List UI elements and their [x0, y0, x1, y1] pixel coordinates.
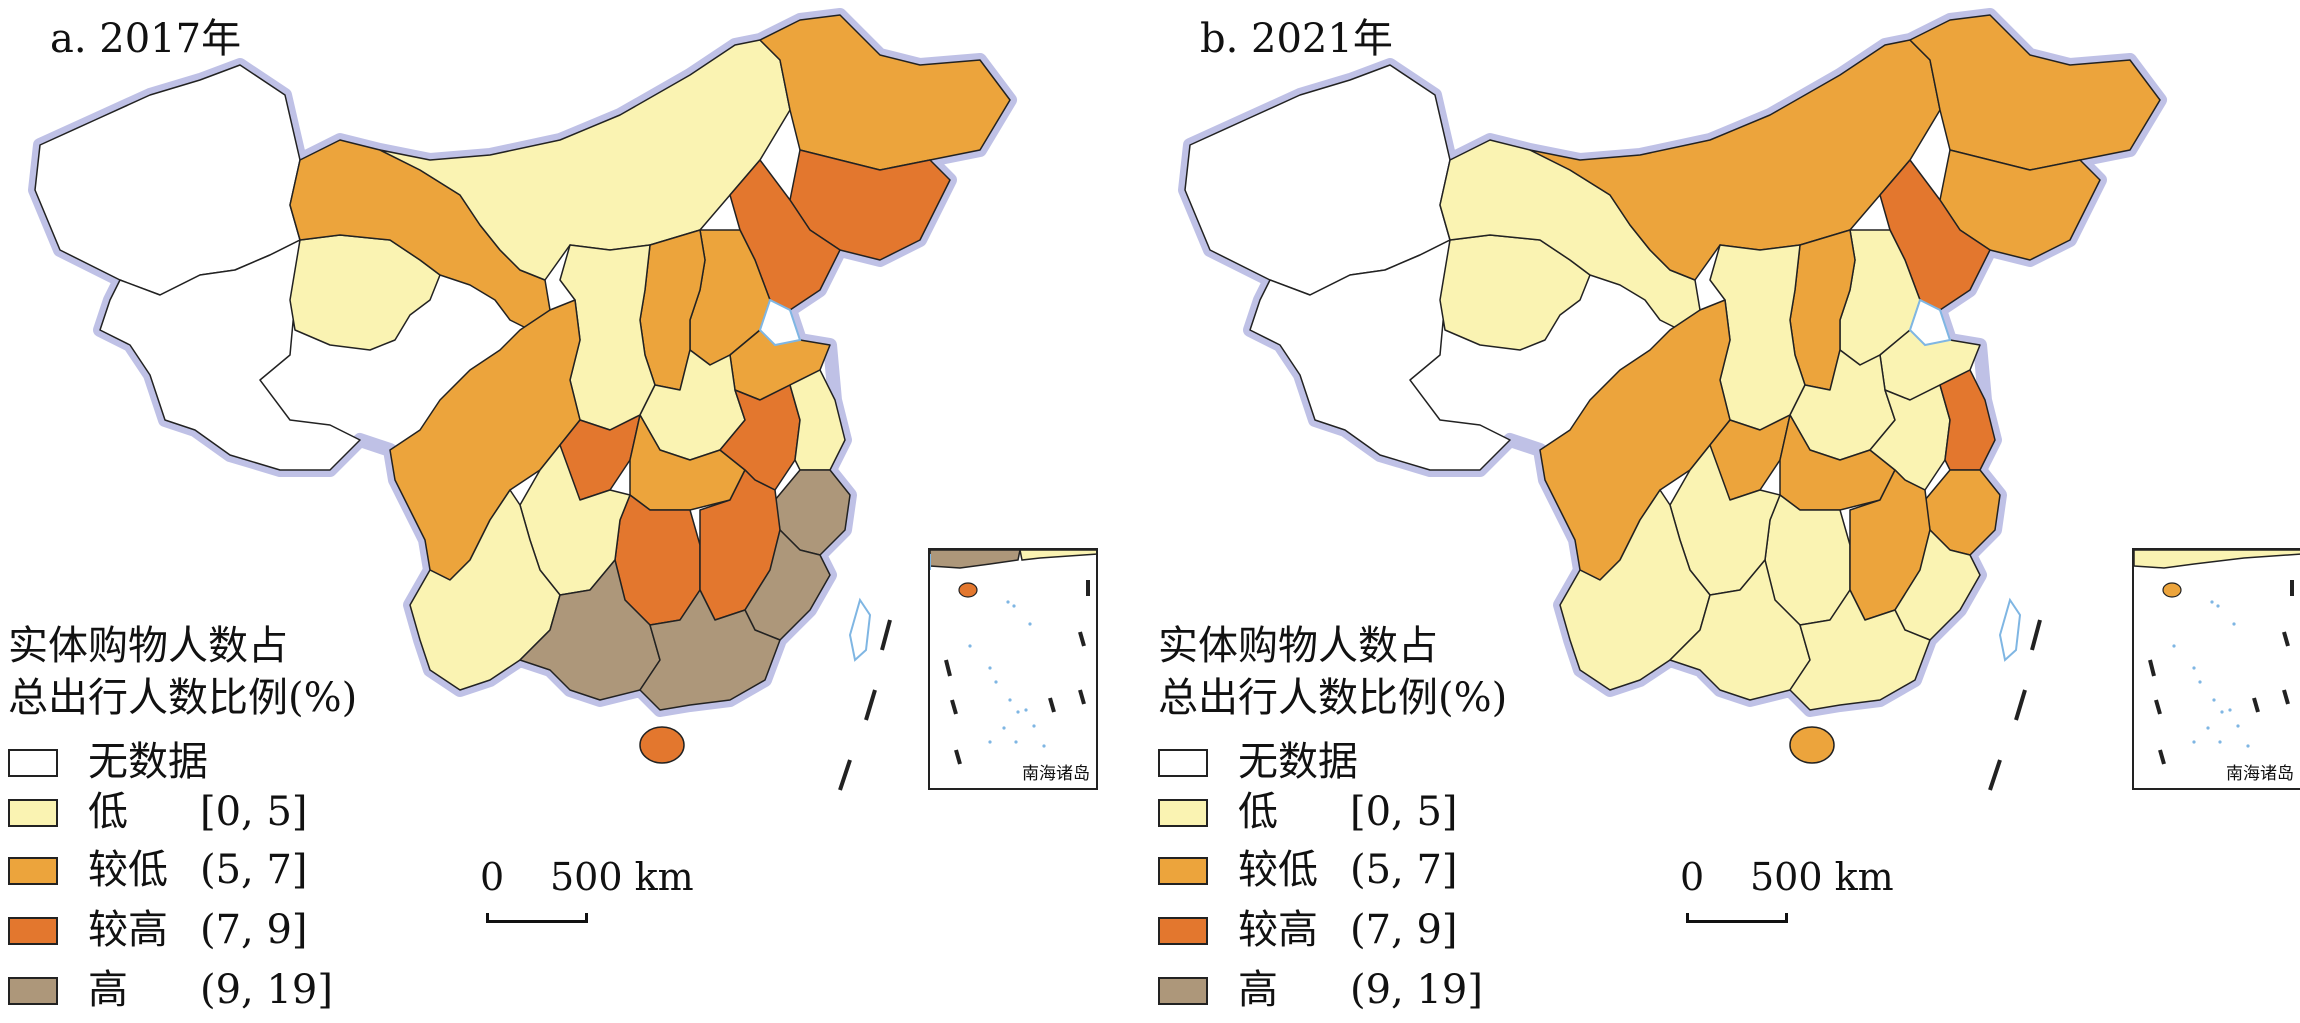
scale-distance: 500 km — [550, 855, 694, 899]
legend-title-line2: 总出行人数比例(%) — [1158, 675, 1508, 721]
scale-distance: 500 km — [1750, 855, 1894, 899]
legend-swatch — [1158, 857, 1208, 885]
map-panel-2021: b. 2021年 南海诸岛 实体购物人数占 总出行人数比例(%) — [1150, 0, 2300, 1023]
region-fujian — [1894, 529, 1981, 641]
legend-swatch — [8, 749, 58, 777]
scale-zero: 0 — [1680, 855, 1705, 899]
legend-swatch — [8, 857, 58, 885]
region-heilongjiang — [759, 14, 1011, 171]
scale-bar: 0 500 km — [1680, 855, 1894, 925]
taiwan-island — [848, 597, 872, 662]
scale-bar-line — [1686, 913, 1788, 923]
china-map-2021 — [1178, 8, 2167, 791]
region-hainan — [639, 726, 685, 764]
legend-swatch — [1158, 799, 1208, 827]
region-guangdong — [1789, 589, 1931, 711]
region-fujian — [744, 529, 831, 641]
inset-label: 南海诸岛 — [1022, 764, 1090, 784]
bohai-sea — [1908, 298, 1952, 347]
south-china-sea-inset: 南海诸岛 — [928, 548, 1098, 790]
inset-map — [930, 550, 1096, 765]
inset-map — [2134, 550, 2300, 765]
region-guangdong — [639, 589, 781, 711]
legend-swatch — [1158, 749, 1208, 777]
bohai-sea — [758, 298, 802, 347]
inset-label: 南海诸岛 — [2226, 764, 2294, 784]
legend-title-line2: 总出行人数比例(%) — [8, 675, 358, 721]
region-hainan — [1789, 726, 1835, 764]
legend-title: 实体购物人数占 总出行人数比例(%) — [8, 620, 357, 724]
map-panel-2017: a. 2017年 南海诸岛 实体购物人数占 总出行人数比例(%) — [8, 8, 1098, 1010]
china-map-2017 — [28, 8, 1017, 791]
legend-swatch — [1158, 917, 1208, 945]
taiwan-island — [1998, 597, 2022, 662]
legend-swatch — [1158, 977, 1208, 1005]
legend-title-line1: 实体购物人数占 — [8, 623, 288, 669]
sea-boundary-dashes — [1988, 619, 2042, 791]
legend-swatch — [8, 917, 58, 945]
scale-zero: 0 — [480, 855, 505, 899]
map-title: b. 2021年 — [1200, 16, 1393, 62]
legend-title-line1: 实体购物人数占 — [1158, 623, 1438, 669]
scale-bar-line — [486, 913, 588, 923]
region-heilongjiang — [1909, 14, 2161, 171]
legend-title: 实体购物人数占 总出行人数比例(%) — [1158, 620, 1507, 724]
legend-swatch — [8, 977, 58, 1005]
map-title: a. 2017年 — [50, 16, 242, 62]
legend-swatch — [8, 799, 58, 827]
scale-bar: 0 500 km — [480, 855, 694, 925]
sea-boundary-dashes — [838, 619, 892, 791]
south-china-sea-inset: 南海诸岛 — [2132, 548, 2300, 790]
